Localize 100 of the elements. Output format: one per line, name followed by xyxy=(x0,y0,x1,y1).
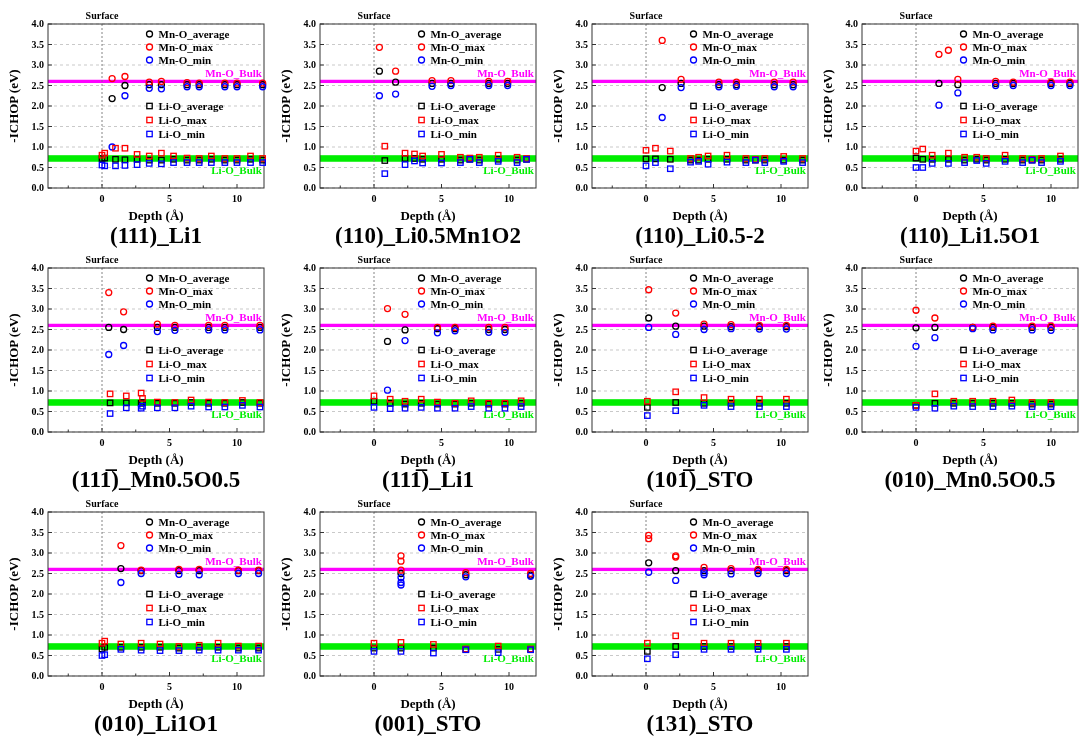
x-tick-label: 10 xyxy=(504,437,514,448)
legend-label: Mn-O_max xyxy=(158,528,214,541)
legend-label: Li-O_min xyxy=(702,371,749,384)
y-tick-label: 2.0 xyxy=(575,588,588,600)
y-tick-label: 1.5 xyxy=(31,364,44,376)
y-tick-label: 2.5 xyxy=(31,79,44,91)
y-axis-title: -ICHOP (eV) xyxy=(820,313,835,387)
legend-label: Li-O_min xyxy=(702,127,749,140)
x-axis-title: Depth (Å) xyxy=(400,696,456,711)
y-tick-label: 3.5 xyxy=(31,38,44,50)
legend-label: Mn-O_average xyxy=(430,27,502,40)
x-tick-label: 10 xyxy=(1046,437,1056,448)
y-tick-label: 0.0 xyxy=(31,670,44,682)
band-label: Mn-O_Bulk xyxy=(477,66,535,79)
y-tick-label: 2.0 xyxy=(845,100,858,112)
x-tick-label: 0 xyxy=(913,437,919,448)
y-tick-label: 2.5 xyxy=(845,79,858,91)
y-tick-label: 2.0 xyxy=(31,588,44,600)
y-tick-label: 0.0 xyxy=(31,182,44,194)
y-tick-label: 4.0 xyxy=(575,18,588,30)
legend-label: Mn-O_max xyxy=(158,284,214,297)
band-label: Mn-O_Bulk xyxy=(205,554,263,567)
legend-label: Li-O_max xyxy=(430,601,480,614)
x-tick-label: 10 xyxy=(776,681,786,692)
y-tick-label: 0.5 xyxy=(845,161,858,173)
legend-label: Mn-O_average xyxy=(972,27,1044,40)
x-tick-label: 5 xyxy=(167,681,172,692)
ref-line-label: Surface xyxy=(357,254,391,265)
x-tick-label: 0 xyxy=(99,681,105,692)
legend-label: Mn-O_max xyxy=(702,284,758,297)
y-tick-label: 0.0 xyxy=(575,426,588,438)
y-axis-title: -ICHOP (eV) xyxy=(6,313,21,387)
y-tick-label: 0.5 xyxy=(303,649,316,661)
y-tick-label: 3.5 xyxy=(575,282,588,294)
y-tick-label: 2.0 xyxy=(575,344,588,356)
band-label: Li-O_Bulk xyxy=(211,651,263,664)
ref-line-label: Surface xyxy=(85,254,119,265)
legend-label: Mn-O_min xyxy=(702,53,756,66)
band-label: Li-O_Bulk xyxy=(1025,407,1077,420)
legend-label: Mn-O_max xyxy=(972,284,1028,297)
legend-label: Mn-O_average xyxy=(972,271,1044,284)
legend-label: Mn-O_max xyxy=(430,528,486,541)
y-tick-label: 1.5 xyxy=(845,120,858,132)
band-label: Mn-O_Bulk xyxy=(205,310,263,323)
text: (010)_Mn0.5O0.5 xyxy=(884,467,1056,492)
y-tick-label: 1.5 xyxy=(575,364,588,376)
y-tick-label: 2.0 xyxy=(303,344,316,356)
y-tick-label: 3.0 xyxy=(845,303,858,315)
y-tick-label: 3.5 xyxy=(303,282,316,294)
legend-label: Li-O_min xyxy=(972,127,1019,140)
y-tick-label: 1.5 xyxy=(31,120,44,132)
legend-label: Li-O_average xyxy=(702,99,768,112)
x-axis-title: Depth (Å) xyxy=(672,208,728,223)
y-tick-label: 0.0 xyxy=(845,426,858,438)
band-label: Mn-O_Bulk xyxy=(205,66,263,79)
y-tick-label: 3.5 xyxy=(303,38,316,50)
ref-line-label: Surface xyxy=(85,10,119,21)
ref-line-label: Surface xyxy=(357,10,391,21)
x-tick-label: 0 xyxy=(371,681,377,692)
ref-line-label: Surface xyxy=(85,498,119,509)
ref-line-label: Surface xyxy=(899,254,933,265)
y-tick-label: 4.0 xyxy=(31,262,44,274)
y-tick-label: 2.5 xyxy=(575,79,588,91)
y-axis-title: -ICHOP (eV) xyxy=(6,557,21,631)
band-label: Li-O_Bulk xyxy=(755,651,807,664)
y-tick-label: 0.5 xyxy=(303,161,316,173)
legend-label: Mn-O_average xyxy=(702,515,774,528)
y-tick-label: 3.5 xyxy=(303,526,316,538)
y-tick-label: 1.0 xyxy=(31,141,44,153)
y-tick-label: 0.0 xyxy=(31,426,44,438)
y-tick-label: 2.5 xyxy=(303,323,316,335)
y-tick-label: 0.5 xyxy=(845,405,858,417)
y-tick-label: 0.5 xyxy=(575,649,588,661)
legend-label: Mn-O_min xyxy=(158,297,212,310)
y-tick-label: 0.0 xyxy=(303,670,316,682)
y-axis-title: -ICHOP (eV) xyxy=(278,313,293,387)
legend-label: Mn-O_min xyxy=(702,541,756,554)
legend-label: Li-O_average xyxy=(430,99,496,112)
text: (110)_Li0.5Mn1O2 xyxy=(335,223,521,248)
y-tick-label: 1.0 xyxy=(303,385,316,397)
y-tick-label: 2.0 xyxy=(575,100,588,112)
x-tick-label: 0 xyxy=(643,193,649,204)
x-axis-title: Depth (Å) xyxy=(672,696,728,711)
x-tick-label: 5 xyxy=(981,193,986,204)
legend-label: Li-O_average xyxy=(158,99,224,112)
y-tick-label: 2.5 xyxy=(845,323,858,335)
y-tick-label: 4.0 xyxy=(845,262,858,274)
x-tick-label: 5 xyxy=(439,681,444,692)
legend-label: Li-O_average xyxy=(702,343,768,356)
legend-label: Li-O_average xyxy=(972,99,1038,112)
legend-label: Li-O_average xyxy=(702,587,768,600)
text: (131)_STO xyxy=(646,711,754,736)
band-label: Li-O_Bulk xyxy=(755,163,807,176)
y-tick-label: 2.5 xyxy=(303,567,316,579)
legend-label: Mn-O_min xyxy=(702,297,756,310)
legend-label: Li-O_min xyxy=(972,371,1019,384)
y-tick-label: 4.0 xyxy=(575,506,588,518)
y-tick-label: 3.0 xyxy=(303,59,316,71)
legend-label: Li-O_max xyxy=(158,357,208,370)
band-label: Li-O_Bulk xyxy=(755,407,807,420)
